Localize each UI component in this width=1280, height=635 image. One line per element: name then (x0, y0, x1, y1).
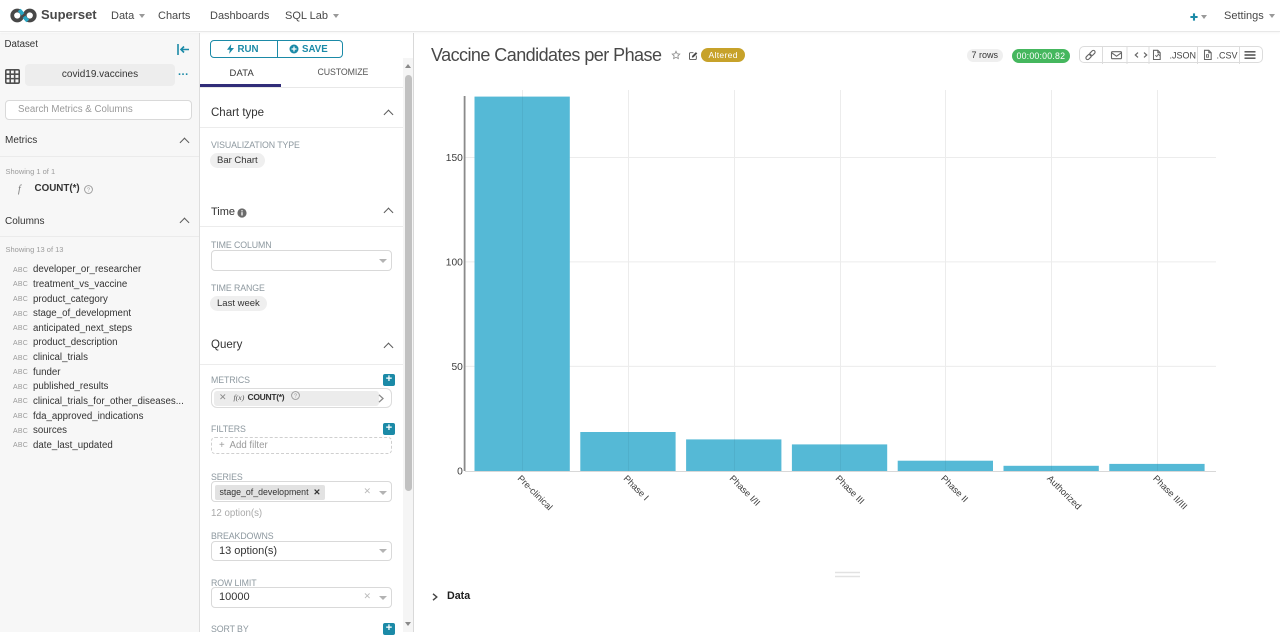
svg-text:50: 50 (451, 362, 463, 373)
svg-text:Phase I/II: Phase I/II (728, 473, 763, 508)
svg-text:?: ? (293, 394, 296, 400)
svg-text:150: 150 (446, 153, 463, 164)
svg-text:Authorized: Authorized (1045, 473, 1083, 511)
svg-text:Phase II/III: Phase II/III (1151, 473, 1189, 511)
svg-text:Phase I: Phase I (622, 473, 651, 502)
svg-text:100: 100 (446, 258, 463, 269)
svg-text:Phase II: Phase II (939, 473, 970, 504)
svg-text:0: 0 (457, 467, 463, 478)
svg-text:Pre-clinical: Pre-clinical (516, 473, 555, 512)
svg-text:Phase III: Phase III (834, 473, 867, 506)
svg-text:.CSV: .CSV (1216, 50, 1237, 60)
svg-text:?: ? (86, 187, 89, 193)
svg-text:.JSON: .JSON (1169, 50, 1196, 60)
